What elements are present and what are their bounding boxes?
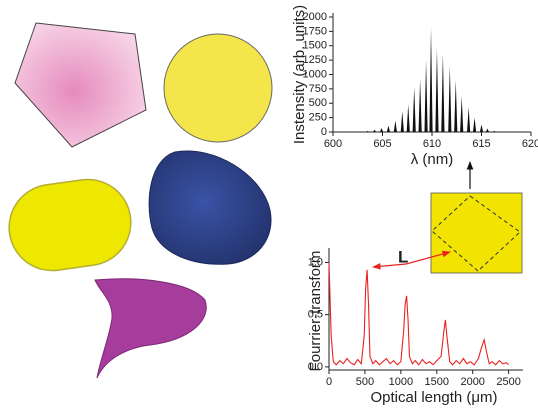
peak — [372, 129, 377, 132]
peak — [467, 107, 471, 132]
x-tick-label: 500 — [356, 376, 374, 388]
y-tick-label: 0 — [321, 126, 327, 138]
inset-diamond — [431, 195, 521, 272]
x-tick-label: 605 — [373, 138, 391, 150]
peak — [400, 111, 404, 132]
x-axis-label: Optical length (μm) — [370, 389, 497, 406]
peak — [441, 53, 445, 132]
y-tick-label: 0.0 — [308, 361, 323, 373]
peak — [406, 104, 410, 132]
peak — [435, 48, 439, 132]
rounded-triangle — [148, 150, 272, 265]
x-tick-label: 620 — [522, 138, 538, 150]
peak — [379, 127, 384, 132]
red-arrow — [372, 262, 407, 270]
x-axis-label: λ (nm) — [411, 151, 454, 168]
peak — [492, 130, 496, 132]
y-tick-label: 1500 — [303, 40, 327, 52]
data-line — [328, 262, 510, 366]
y-tick-label: 750 — [309, 83, 327, 95]
x-tick-label: 610 — [423, 138, 441, 150]
peak — [386, 125, 391, 132]
x-tick-label: 2000 — [460, 376, 484, 388]
peak — [393, 120, 397, 132]
inset-square — [430, 192, 523, 274]
x-tick-label: 615 — [472, 138, 490, 150]
y-tick-label: 1.0 — [308, 256, 323, 268]
y-tick-label: 2000 — [303, 11, 327, 23]
y-tick-label: 500 — [309, 97, 327, 109]
peak — [424, 60, 428, 132]
x-tick-label: 1500 — [425, 376, 449, 388]
peak — [412, 87, 416, 132]
magenta-shape — [94, 278, 207, 379]
x-tick-label: 1000 — [389, 376, 413, 388]
y-tick-label: 0.5 — [308, 309, 323, 321]
peak — [366, 130, 370, 132]
x-tick-label: 2500 — [496, 376, 520, 388]
y-axis-label: Instensity (arb. units) — [291, 5, 308, 144]
peak — [429, 27, 433, 133]
y-tick-label: 1250 — [303, 54, 327, 66]
annotation: L — [398, 247, 408, 266]
peak — [472, 117, 477, 132]
peak — [454, 80, 458, 132]
peak — [479, 124, 484, 132]
y-tick-label: 1750 — [303, 25, 327, 37]
peak — [418, 79, 422, 132]
stadium — [8, 178, 132, 272]
peak — [448, 65, 452, 132]
x-tick-label: 600 — [324, 138, 342, 150]
peak — [460, 96, 464, 132]
circle — [163, 33, 273, 143]
y-tick-label: 250 — [309, 112, 327, 124]
pentagon — [14, 22, 147, 148]
peak — [485, 128, 490, 132]
x-tick-label: 0 — [326, 376, 332, 388]
y-axis-label: Fourrier-transform — [307, 251, 324, 372]
red-arrow — [405, 250, 451, 265]
y-tick-label: 1000 — [303, 68, 327, 80]
